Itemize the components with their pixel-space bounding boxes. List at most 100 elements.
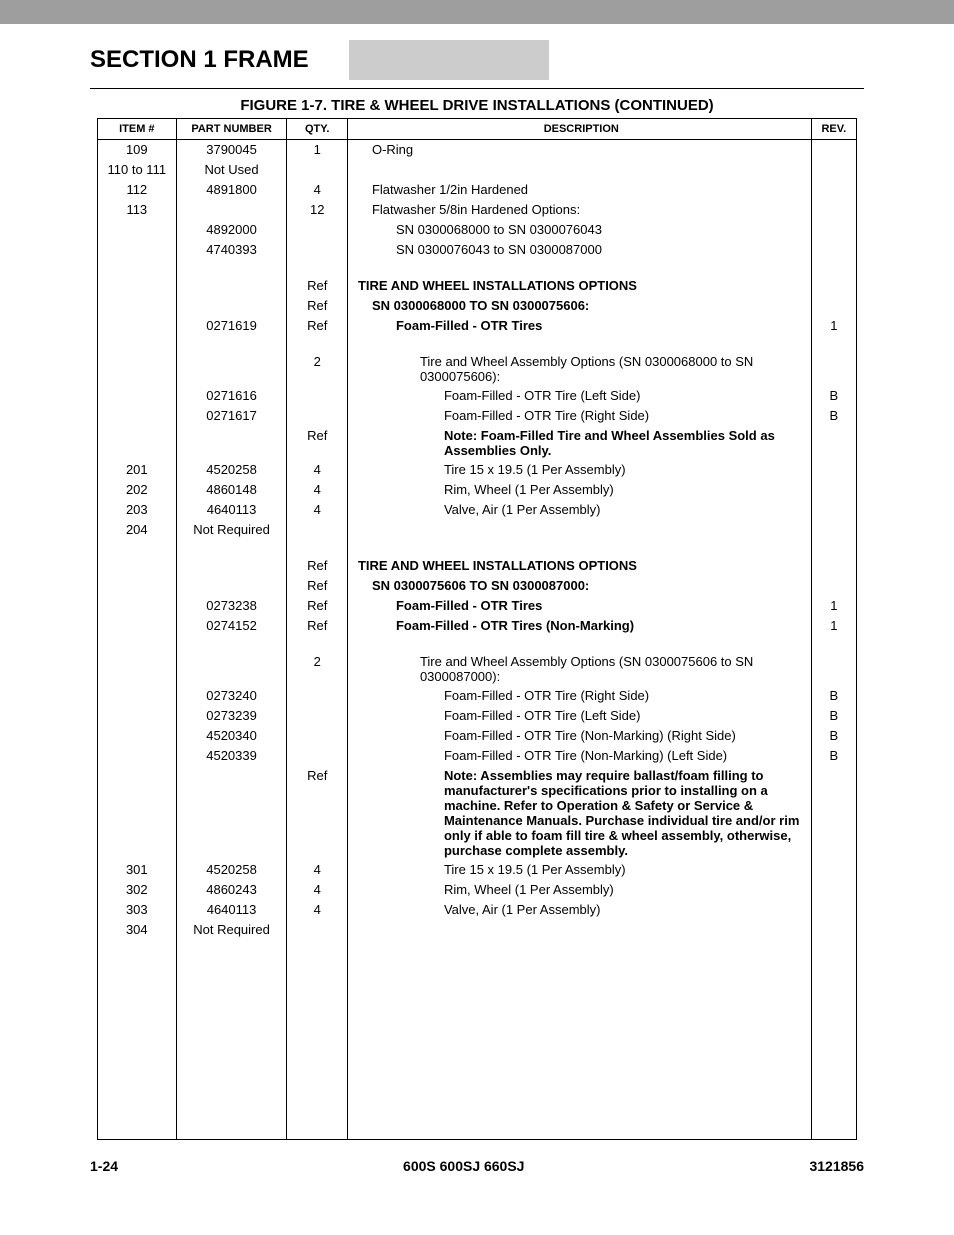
table-cell bbox=[176, 296, 287, 316]
table-cell bbox=[98, 296, 177, 316]
table-row: RefSN 0300075606 TO SN 0300087000: bbox=[98, 576, 857, 596]
figure-title: FIGURE 1-7. TIRE & WHEEL DRIVE INSTALLAT… bbox=[0, 97, 954, 114]
table-cell: 4 bbox=[287, 880, 347, 900]
table-cell bbox=[287, 406, 347, 426]
table-cell bbox=[347, 920, 811, 940]
table-cell: B bbox=[811, 706, 856, 726]
table-cell: SN 0300068000 TO SN 0300075606: bbox=[347, 296, 811, 316]
table-cell: B bbox=[811, 406, 856, 426]
table-row: 20145202584Tire 15 x 19.5 (1 Per Assembl… bbox=[98, 460, 857, 480]
table-cell: 0274152 bbox=[176, 616, 287, 636]
table-cell: 12 bbox=[287, 200, 347, 220]
parts-table: ITEM # PART NUMBER QTY. DESCRIPTION REV.… bbox=[97, 118, 857, 1140]
table-cell bbox=[176, 200, 287, 220]
table-cell bbox=[811, 880, 856, 900]
table-cell bbox=[811, 480, 856, 500]
table-row: RefNote: Foam-Filled Tire and Wheel Asse… bbox=[98, 426, 857, 460]
table-cell: 204 bbox=[98, 520, 177, 540]
footer-model: 600S 600SJ 660SJ bbox=[403, 1158, 524, 1174]
table-cell: Tire 15 x 19.5 (1 Per Assembly) bbox=[347, 460, 811, 480]
table-cell: 301 bbox=[98, 860, 177, 880]
header-bar bbox=[0, 0, 954, 24]
table-row: RefNote: Assemblies may require ballast/… bbox=[98, 766, 857, 860]
table-cell: O-Ring bbox=[347, 140, 811, 160]
table-cell bbox=[347, 160, 811, 180]
table-cell bbox=[811, 296, 856, 316]
table-cell: Note: Foam-Filled Tire and Wheel Assembl… bbox=[347, 426, 811, 460]
section-title: SECTION 1 FRAME bbox=[0, 46, 309, 74]
table-cell: Ref bbox=[287, 766, 347, 860]
table-body: 10937900451O-Ring110 to 111Not Used11248… bbox=[98, 140, 857, 1140]
header-qty: QTY. bbox=[287, 119, 347, 140]
table-cell bbox=[98, 276, 177, 296]
table-cell: Note: Assemblies may require ballast/foa… bbox=[347, 766, 811, 860]
table-row: 204Not Required bbox=[98, 520, 857, 540]
table-row: 0273238RefFoam-Filled - OTR Tires1 bbox=[98, 596, 857, 616]
table-cell bbox=[176, 766, 287, 860]
table-cell: TIRE AND WHEEL INSTALLATIONS OPTIONS bbox=[347, 276, 811, 296]
header-part: PART NUMBER bbox=[176, 119, 287, 140]
table-cell: Valve, Air (1 Per Assembly) bbox=[347, 500, 811, 520]
table-cell bbox=[98, 240, 177, 260]
table-row bbox=[98, 636, 857, 652]
table-cell bbox=[811, 576, 856, 596]
table-row: 30248602434Rim, Wheel (1 Per Assembly) bbox=[98, 880, 857, 900]
section-divider bbox=[90, 88, 864, 89]
table-row: 0271616Foam-Filled - OTR Tire (Left Side… bbox=[98, 386, 857, 406]
table-cell: 0273238 bbox=[176, 596, 287, 616]
table-row: 0271617Foam-Filled - OTR Tire (Right Sid… bbox=[98, 406, 857, 426]
table-row: 304Not Required bbox=[98, 920, 857, 940]
table-cell: 3790045 bbox=[176, 140, 287, 160]
table-cell: 201 bbox=[98, 460, 177, 480]
table-row: 4892000SN 0300068000 to SN 0300076043 bbox=[98, 220, 857, 240]
table-row bbox=[98, 336, 857, 352]
table-cell bbox=[98, 220, 177, 240]
table-cell: Flatwasher 5/8in Hardened Options: bbox=[347, 200, 811, 220]
table-cell: 0273239 bbox=[176, 706, 287, 726]
table-cell: B bbox=[811, 686, 856, 706]
table-cell bbox=[176, 556, 287, 576]
footer-page-number: 1-24 bbox=[90, 1158, 118, 1174]
table-cell: Foam-Filled - OTR Tire (Right Side) bbox=[347, 686, 811, 706]
table-cell: 113 bbox=[98, 200, 177, 220]
table-cell: TIRE AND WHEEL INSTALLATIONS OPTIONS bbox=[347, 556, 811, 576]
table-cell bbox=[98, 426, 177, 460]
table-cell: 1 bbox=[811, 596, 856, 616]
table-cell bbox=[98, 352, 177, 386]
table-cell bbox=[98, 686, 177, 706]
table-cell bbox=[287, 706, 347, 726]
table-cell: 4740393 bbox=[176, 240, 287, 260]
table-row: 30145202584Tire 15 x 19.5 (1 Per Assembl… bbox=[98, 860, 857, 880]
table-cell: Tire and Wheel Assembly Options (SN 0300… bbox=[347, 352, 811, 386]
table-cell bbox=[98, 576, 177, 596]
table-cell: Ref bbox=[287, 576, 347, 596]
header-item: ITEM # bbox=[98, 119, 177, 140]
table-cell: SN 0300076043 to SN 0300087000 bbox=[347, 240, 811, 260]
table-row: 20248601484Rim, Wheel (1 Per Assembly) bbox=[98, 480, 857, 500]
table-cell: Foam-Filled - OTR Tires bbox=[347, 596, 811, 616]
table-row: RefTIRE AND WHEEL INSTALLATIONS OPTIONS bbox=[98, 276, 857, 296]
table-cell: Ref bbox=[287, 596, 347, 616]
table-cell bbox=[811, 500, 856, 520]
table-cell bbox=[811, 766, 856, 860]
table-cell bbox=[98, 406, 177, 426]
header-gray-block bbox=[349, 40, 549, 80]
table-row: 0273239Foam-Filled - OTR Tire (Left Side… bbox=[98, 706, 857, 726]
table-cell bbox=[98, 596, 177, 616]
table-cell: Foam-Filled - OTR Tires (Non-Marking) bbox=[347, 616, 811, 636]
table-cell: B bbox=[811, 386, 856, 406]
table-cell: Valve, Air (1 Per Assembly) bbox=[347, 900, 811, 920]
table-cell: 4891800 bbox=[176, 180, 287, 200]
table-cell bbox=[287, 746, 347, 766]
table-cell: 4520340 bbox=[176, 726, 287, 746]
table-cell bbox=[176, 576, 287, 596]
table-cell: 0273240 bbox=[176, 686, 287, 706]
table-row bbox=[98, 260, 857, 276]
table-cell: 4860148 bbox=[176, 480, 287, 500]
table-cell: 112 bbox=[98, 180, 177, 200]
table-cell bbox=[176, 352, 287, 386]
table-cell: Not Used bbox=[176, 160, 287, 180]
table-row: 110 to 111Not Used bbox=[98, 160, 857, 180]
table-cell: Foam-Filled - OTR Tires bbox=[347, 316, 811, 336]
table-cell bbox=[287, 520, 347, 540]
